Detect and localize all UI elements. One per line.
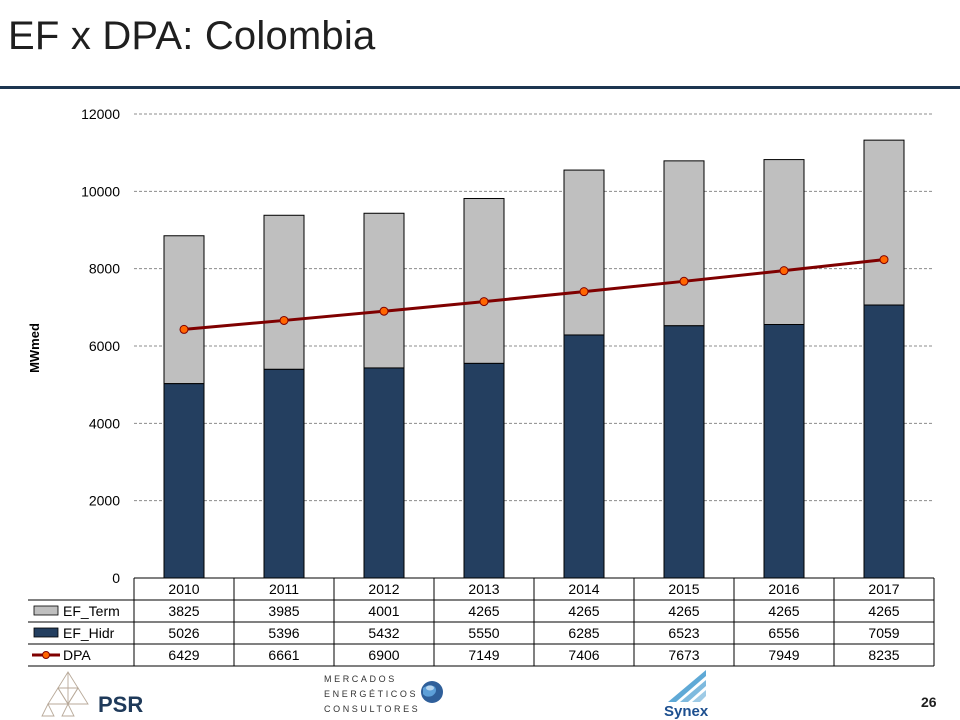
table-cell: 5396	[268, 625, 299, 641]
x-tick-label: 2016	[768, 581, 799, 597]
x-tick-label: 2011	[269, 581, 299, 597]
dpa-point	[679, 276, 689, 286]
globe-icon	[421, 681, 443, 703]
y-tick-label: 6000	[89, 338, 120, 354]
mercados-energeticos-logo: MERCADOS ENERGÉTICOS CONSULTORES	[324, 674, 443, 714]
table-cell: 7149	[468, 647, 499, 663]
psr-logo-text: PSR	[98, 692, 143, 717]
legend-label: EF_Term	[63, 603, 120, 619]
table-cell: 4265	[468, 603, 499, 619]
table-cell: 7673	[668, 647, 699, 663]
bar-ef-hidr	[263, 368, 305, 579]
legend-swatch-ef-term	[33, 605, 59, 616]
legend-swatch-ef-hidr	[33, 627, 59, 638]
dpa-point	[279, 315, 289, 325]
bar-ef-hidr	[163, 383, 205, 579]
dpa-point	[579, 287, 589, 297]
table-cell: 4265	[768, 603, 799, 619]
bar-ef-hidr	[763, 324, 805, 579]
bar-ef-term	[863, 139, 905, 306]
mercados-line-1: MERCADOS	[324, 674, 397, 684]
table-cell: 7406	[568, 647, 599, 663]
bar-ef-hidr	[563, 334, 605, 579]
bar-ef-hidr	[363, 367, 405, 579]
x-tick-label: 2015	[668, 581, 699, 597]
dpa-point	[179, 324, 189, 334]
table-cell: 6523	[668, 625, 699, 641]
mercados-line-3: CONSULTORES	[324, 704, 420, 714]
bar-ef-hidr	[663, 325, 705, 579]
psr-triangles-logo	[41, 671, 89, 717]
y-tick-label: 8000	[89, 261, 120, 277]
bar-ef-term	[663, 160, 705, 327]
y-tick-label: 10000	[81, 183, 120, 199]
table-cell: 6661	[268, 647, 299, 663]
bar-ef-hidr	[463, 362, 505, 579]
x-tick-label: 2013	[468, 581, 499, 597]
legend-label: DPA	[63, 647, 91, 663]
y-tick-label: 12000	[81, 106, 120, 122]
bar-ef-term	[763, 159, 805, 326]
x-tick-label: 2012	[368, 581, 399, 597]
mercados-line-2: ENERGÉTICOS	[324, 689, 418, 699]
synex-logo: Synex	[664, 670, 709, 720]
table-cell: 6285	[568, 625, 599, 641]
table-cell: 8235	[868, 647, 899, 663]
table-cell: 4001	[368, 603, 399, 619]
dpa-point	[479, 297, 489, 307]
table-cell: 3985	[268, 603, 299, 619]
synex-mark-icon	[668, 670, 706, 702]
x-tick-label: 2017	[868, 581, 899, 597]
dpa-point	[879, 255, 889, 265]
bar-ef-term	[563, 169, 605, 336]
bars	[163, 139, 905, 579]
table-cell: 7059	[868, 625, 899, 641]
bar-ef-term	[263, 214, 305, 370]
bar-ef-hidr	[863, 304, 905, 579]
dpa-series-line	[183, 258, 885, 331]
table-cell: 5026	[168, 625, 199, 641]
title-divider	[0, 86, 960, 89]
legend-marker-dpa	[42, 651, 50, 659]
dpa-line	[179, 255, 889, 334]
table-cell: 4265	[668, 603, 699, 619]
bar-ef-term	[163, 235, 205, 385]
y-tick-label: 4000	[89, 415, 120, 431]
y-tick-labels: 0 2000 4000 6000 8000 10000 12000	[81, 106, 120, 586]
page-title: EF x DPA: Colombia	[8, 14, 376, 58]
gridlines	[134, 113, 934, 502]
table-cell: 5432	[368, 625, 399, 641]
bar-ef-term	[463, 197, 505, 364]
table-cell: 6556	[768, 625, 799, 641]
x-tick-label: 2010	[168, 581, 199, 597]
legend-label: EF_Hidr	[63, 625, 115, 641]
y-axis-label: MWmed	[27, 323, 42, 373]
data-table: 2010 2011 2012 2013 2014 2015 2016 2017 EF_Term 3…	[28, 577, 935, 667]
table-cell: 6900	[368, 647, 399, 663]
table-cell: 7949	[768, 647, 799, 663]
y-tick-label: 2000	[89, 493, 120, 509]
table-cell: 3825	[168, 603, 199, 619]
synex-logo-text: Synex	[664, 703, 709, 720]
table-cell: 4265	[568, 603, 599, 619]
table-cell: 5550	[468, 625, 499, 641]
psr-logo: PSR	[41, 671, 143, 717]
dpa-point	[379, 306, 389, 316]
x-tick-label: 2014	[568, 581, 599, 597]
page-number: 26	[921, 694, 937, 710]
y-tick-label: 0	[112, 570, 120, 586]
dpa-point	[779, 266, 789, 276]
bar-ef-term	[363, 212, 405, 369]
table-cell: 6429	[168, 647, 199, 663]
table-cell: 4265	[868, 603, 899, 619]
